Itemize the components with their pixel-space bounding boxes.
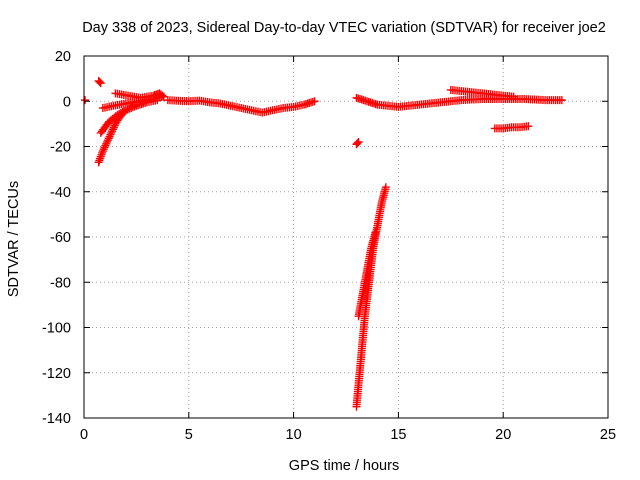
data-point: [310, 97, 319, 106]
data-point: [103, 137, 112, 146]
y-tick-label: -120: [42, 366, 71, 382]
data-point: [102, 139, 111, 148]
x-tick-label: 20: [495, 427, 511, 443]
data-point: [158, 91, 167, 100]
y-tick-label: 0: [63, 94, 71, 110]
data-point: [98, 147, 107, 156]
data-point: [509, 92, 518, 101]
data-point: [81, 96, 90, 105]
y-tick-label: 20: [55, 49, 71, 65]
y-tick-label: -40: [50, 185, 71, 201]
data-point: [99, 145, 108, 154]
y-tick-label: -20: [50, 140, 71, 156]
data-points: [81, 76, 566, 411]
data-point: [354, 137, 363, 146]
y-tick-label: -80: [50, 275, 71, 291]
x-tick-label: 15: [390, 427, 406, 443]
x-axis-label: GPS time / hours: [289, 458, 399, 474]
data-point: [101, 141, 110, 150]
data-point: [121, 106, 130, 115]
data-point: [110, 121, 119, 130]
data-point: [106, 130, 115, 139]
data-point: [100, 143, 109, 152]
data-point: [105, 132, 114, 141]
data-point: [159, 92, 168, 101]
data-point: [371, 228, 380, 237]
data-point: [108, 127, 117, 136]
data-point: [96, 79, 105, 88]
data-point: [95, 78, 104, 87]
data-point: [381, 183, 390, 192]
data-point: [353, 139, 362, 148]
data-point: [107, 128, 116, 137]
data-point: [120, 107, 129, 116]
data-point: [108, 125, 117, 134]
x-tick-label: 10: [286, 427, 302, 443]
y-axis-label: SDTVAR / TECUs: [6, 181, 22, 297]
y-tick-label: -60: [50, 230, 71, 246]
data-point: [557, 96, 566, 105]
chart-title: Day 338 of 2023, Sidereal Day-to-day VTE…: [82, 20, 606, 36]
y-tick-label: -140: [42, 411, 71, 427]
data-point: [104, 134, 113, 143]
data-point: [109, 123, 118, 132]
data-point: [524, 122, 533, 131]
data-point: [103, 136, 112, 145]
x-tick-label: 0: [80, 427, 88, 443]
data-point: [127, 104, 136, 113]
x-tick-label: 5: [185, 427, 193, 443]
y-tick-label: -100: [42, 321, 71, 337]
x-tick-label: 25: [600, 427, 616, 443]
axis-ticks: 0 5 10 15 20 25 -140 -120 -100 -80 -60 -40 -20 0 20: [42, 49, 616, 443]
